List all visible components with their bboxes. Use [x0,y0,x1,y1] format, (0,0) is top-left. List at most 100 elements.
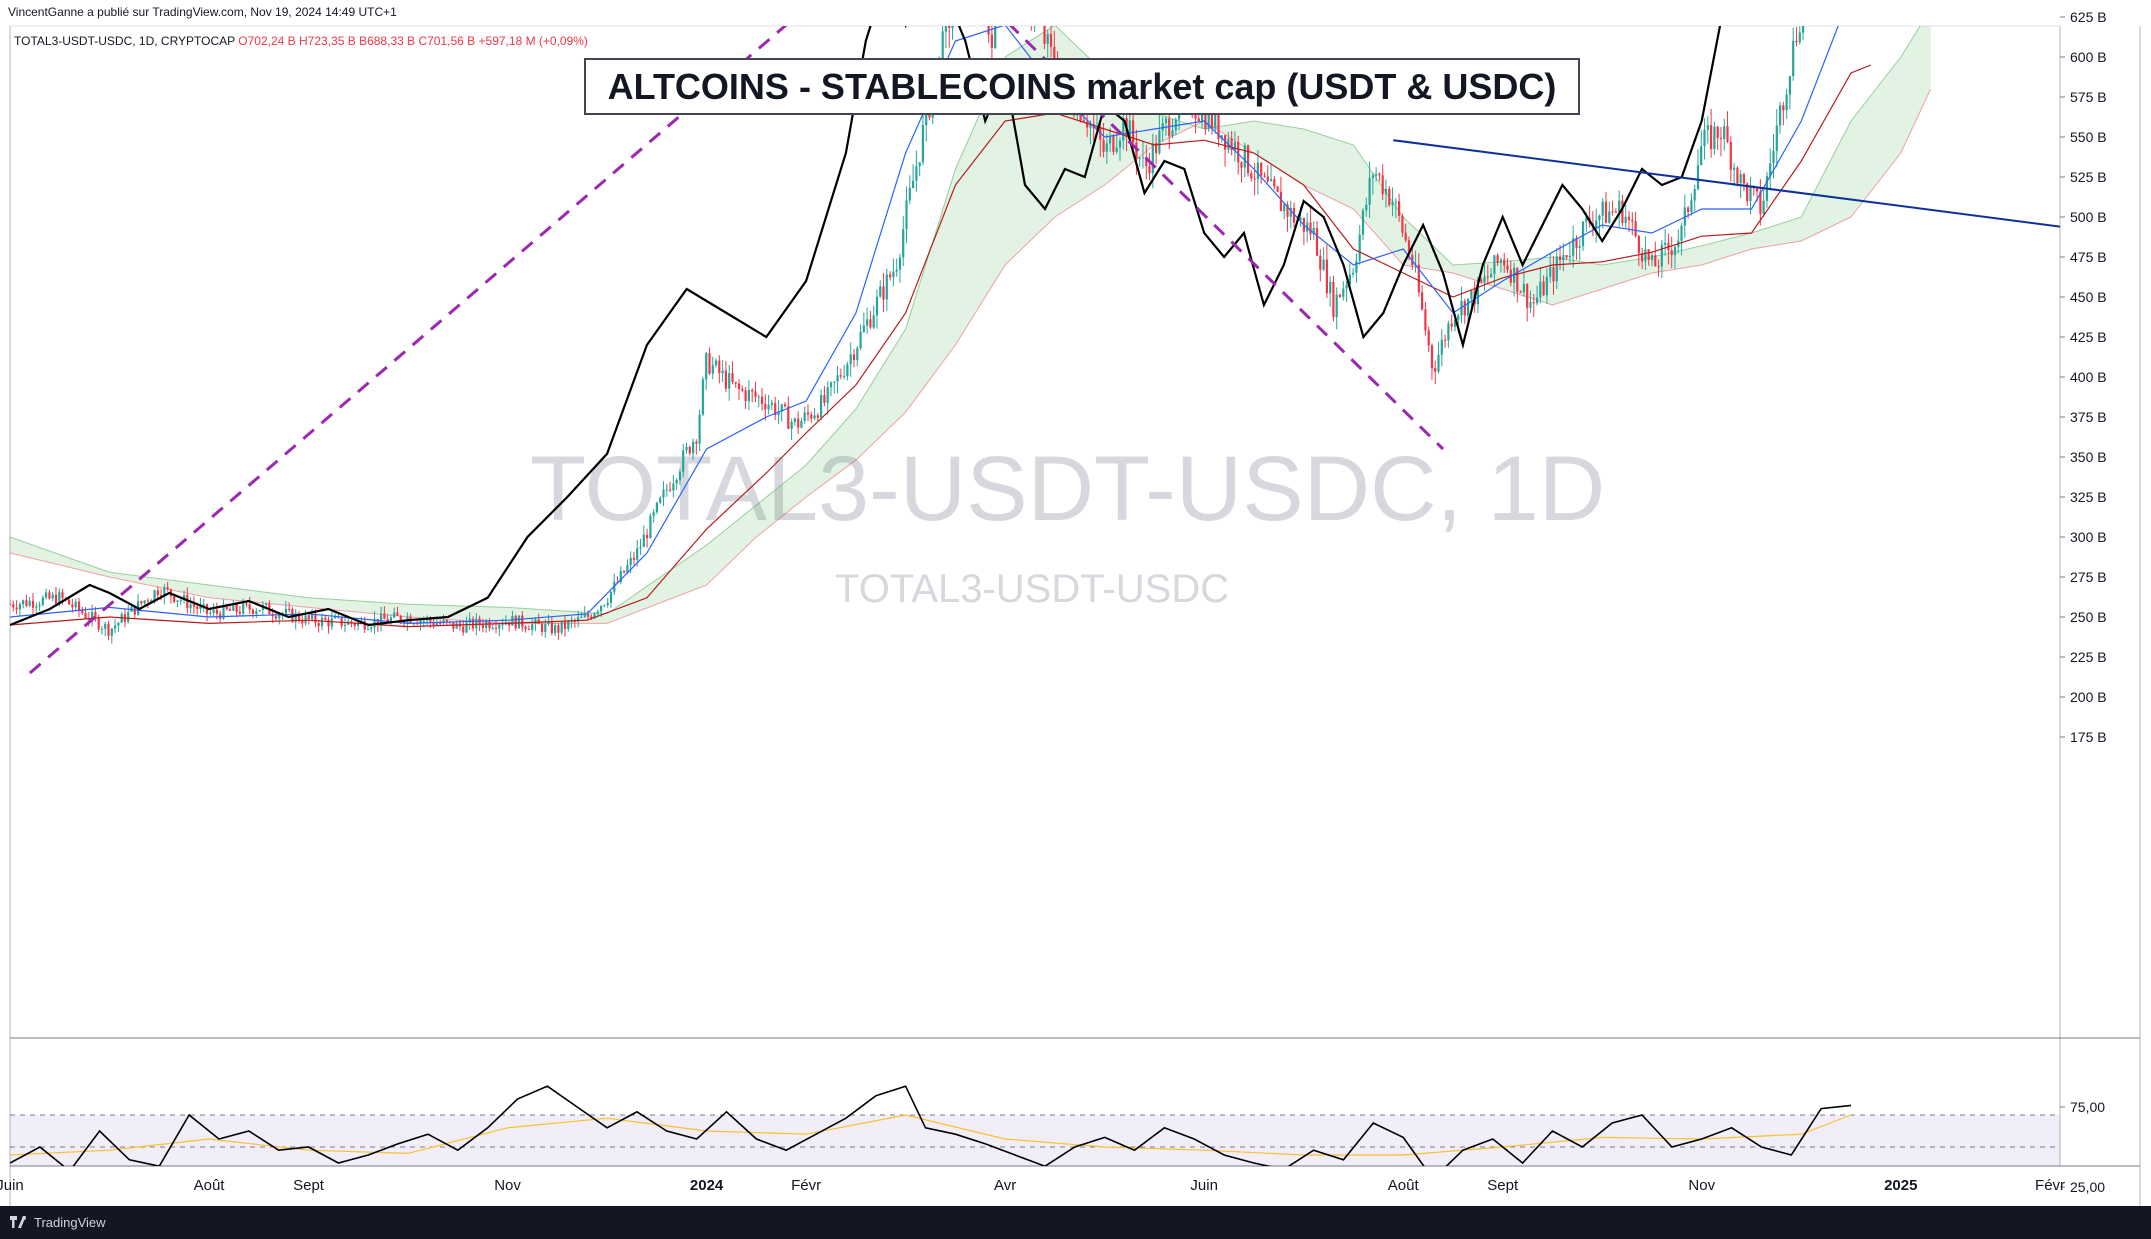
candle-body[interactable] [695,441,698,444]
candle-body[interactable] [383,613,386,620]
candle-body[interactable] [849,354,852,365]
candle-body[interactable] [212,609,215,613]
candle-body[interactable] [1427,330,1430,346]
candle-body[interactable] [573,620,576,622]
candle-body[interactable] [284,608,287,614]
candle-body[interactable] [1256,162,1259,180]
candle-body[interactable] [1585,217,1588,222]
candle-body[interactable] [895,269,898,272]
candle-body[interactable] [990,34,993,48]
candle-body[interactable] [728,373,731,389]
candle-body[interactable] [1499,259,1502,263]
candle-body[interactable] [1572,238,1575,256]
candle-body[interactable] [514,616,517,629]
candle-body[interactable] [793,418,796,422]
candle-body[interactable] [1670,250,1673,256]
candle-body[interactable] [1447,323,1450,341]
candle-body[interactable] [1381,175,1384,195]
candle-body[interactable] [439,623,442,625]
candle-body[interactable] [550,621,553,634]
candle-body[interactable] [580,616,583,618]
candle-body[interactable] [435,623,438,626]
candle-body[interactable] [1532,302,1535,304]
candle-body[interactable] [1798,32,1801,43]
candle-body[interactable] [1355,260,1358,273]
candle-body[interactable] [1338,294,1342,297]
candle-body[interactable] [1358,234,1361,261]
candle-body[interactable] [1700,146,1703,166]
candle-body[interactable] [1233,142,1236,151]
candle-body[interactable] [787,406,790,429]
candle-body[interactable] [609,591,613,603]
candle-body[interactable] [353,623,356,626]
candle-body[interactable] [1627,216,1631,220]
candle-body[interactable] [1719,137,1723,139]
candle-body[interactable] [478,618,481,625]
candle-body[interactable] [908,188,911,201]
candle-body[interactable] [432,621,435,626]
candle-body[interactable] [517,615,521,629]
candle-body[interactable] [1749,187,1752,202]
candle-body[interactable] [1027,0,1029,13]
candle-body[interactable] [350,621,353,624]
candle-body[interactable] [885,274,888,300]
candle-body[interactable] [629,557,632,566]
candle-body[interactable] [1151,143,1154,174]
candle-body[interactable] [803,412,806,422]
candle-body[interactable] [829,382,833,388]
candle-body[interactable] [1118,140,1122,148]
candle-body[interactable] [498,624,501,629]
candle-body[interactable] [1240,162,1243,168]
candle-body[interactable] [711,365,714,374]
candle-body[interactable] [527,628,530,630]
candle-body[interactable] [1536,297,1539,304]
candle-body[interactable] [491,627,494,629]
candle-body[interactable] [1112,136,1115,152]
candle-body[interactable] [1631,220,1634,222]
candle-body[interactable] [189,604,192,609]
candle-body[interactable] [107,623,110,636]
candle-body[interactable] [1558,256,1562,260]
candle-body[interactable] [94,612,97,618]
candle-body[interactable] [1624,216,1627,223]
candle-body[interactable] [600,605,603,612]
candle-body[interactable] [1095,127,1099,129]
candle-body[interactable] [9,604,12,606]
candle-body[interactable] [872,315,875,328]
candle-body[interactable] [557,625,560,633]
candle-body[interactable] [1204,107,1207,130]
candle-body[interactable] [1086,121,1089,128]
candle-body[interactable] [774,402,777,416]
candle-body[interactable] [1260,162,1263,176]
candle-body[interactable] [1168,118,1171,137]
candle-body[interactable] [1148,166,1151,174]
candle-body[interactable] [363,620,366,630]
candle-body[interactable] [852,354,856,361]
candle-body[interactable] [242,603,245,614]
candle-body[interactable] [1759,191,1762,214]
candle-body[interactable] [1736,167,1739,184]
candle-body[interactable] [1739,174,1742,184]
candle-body[interactable] [875,296,879,316]
candle-body[interactable] [869,319,872,328]
candle-body[interactable] [1650,255,1654,260]
candle-body[interactable] [389,617,392,623]
candle-body[interactable] [1247,145,1250,174]
candle-body[interactable] [783,404,787,407]
candle-body[interactable] [468,618,471,623]
candle-body[interactable] [941,31,944,77]
candle-body[interactable] [1237,142,1240,163]
candle-body[interactable] [38,604,41,607]
candle-body[interactable] [1292,208,1296,223]
candle-body[interactable] [1128,120,1131,138]
candle-body[interactable] [393,612,396,618]
candle-body[interactable] [370,627,373,629]
candle-body[interactable] [1030,13,1032,17]
candle-body[interactable] [636,548,639,560]
candle-body[interactable] [1230,138,1233,151]
candle-body[interactable] [741,389,744,391]
candle-body[interactable] [567,621,570,630]
candle-body[interactable] [330,618,333,627]
candle-body[interactable] [1493,255,1496,274]
candle-body[interactable] [1762,200,1765,214]
